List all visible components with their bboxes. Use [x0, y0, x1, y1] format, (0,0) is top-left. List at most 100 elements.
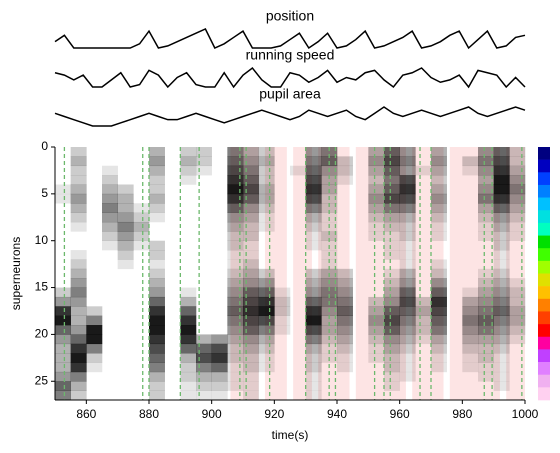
trace-line [54, 66, 526, 89]
heatmap-cell [509, 315, 526, 326]
heatmap-cell [196, 184, 212, 194]
heatmap-cell [290, 175, 306, 185]
heatmap-cell [493, 334, 510, 345]
heatmap-cell [243, 371, 259, 382]
heatmap-cell [290, 213, 306, 223]
heatmap-cell [493, 343, 510, 354]
heatmap-cell [337, 222, 353, 232]
heatmap-cell [478, 147, 494, 157]
heatmap-cell [133, 156, 149, 166]
heatmap-cell [478, 306, 494, 316]
heatmap-cell [462, 296, 479, 307]
heatmap-cell [368, 288, 384, 298]
heatmap-cell [211, 381, 228, 391]
heatmap-cell [149, 334, 165, 345]
heatmap-cell [305, 212, 322, 223]
heatmap-cell [493, 156, 510, 167]
heatmap-cell [55, 306, 71, 316]
heatmap-cell [337, 268, 353, 279]
heatmap-cell [462, 250, 478, 260]
heatmap-cell [196, 194, 212, 204]
heatmap-cell [149, 362, 165, 373]
heatmap-cell [478, 231, 494, 242]
colorbar-swatch [538, 248, 550, 262]
heatmap-cell [180, 231, 196, 241]
heatmap-cell [212, 241, 228, 251]
heatmap-cell [55, 334, 71, 345]
heatmap-cell [337, 391, 353, 401]
heatmap-cell [462, 231, 478, 241]
heatmap-cell [102, 165, 118, 176]
heatmap-cell [478, 315, 494, 326]
heatmap-cell [447, 297, 463, 307]
heatmap-cell [274, 287, 291, 298]
heatmap-cell [290, 288, 306, 298]
heatmap-cell [212, 194, 228, 204]
heatmap-cell [305, 193, 322, 204]
heatmap-cell [55, 343, 71, 354]
colorbar-swatch [538, 336, 550, 350]
heatmap-cell [305, 268, 322, 279]
heatmap-cell [55, 175, 71, 185]
heatmap-cell [399, 287, 416, 298]
heatmap-cell [180, 222, 196, 232]
heatmap-cell [133, 175, 149, 185]
heatmap-cell [243, 343, 259, 354]
heatmap-cell [509, 287, 526, 298]
heatmap-cell [227, 231, 244, 242]
colorbar-swatch [538, 374, 550, 388]
x-axis-label: time(s) [272, 428, 309, 442]
heatmap-cell [384, 287, 400, 298]
heatmap-cell [180, 296, 197, 307]
heatmap-cell [70, 268, 87, 279]
heatmap-cell [243, 390, 259, 401]
heatmap-cell [478, 221, 494, 232]
heatmap-cell [196, 297, 212, 307]
heatmap-cell [165, 147, 181, 157]
heatmap-cell [353, 156, 369, 166]
heatmap-cell [274, 381, 290, 391]
heatmap-cell [431, 334, 447, 345]
heatmap-cell [368, 325, 385, 335]
heatmap-cell [70, 175, 87, 185]
heatmap-cell [102, 259, 118, 269]
heatmap-cell [118, 334, 134, 344]
heatmap-cell [478, 175, 494, 185]
heatmap-cell [462, 147, 478, 157]
heatmap-cell [118, 381, 134, 391]
heatmap-cell [493, 287, 510, 298]
heatmap-cell [462, 165, 479, 176]
heatmap-cell [384, 231, 400, 242]
x-tick-label: 960 [390, 407, 410, 421]
heatmap-cell [274, 334, 290, 344]
heatmap-cell [353, 213, 369, 223]
heatmap-cell [493, 381, 510, 391]
heatmap-cell [415, 278, 431, 288]
heatmap-cell [431, 362, 447, 373]
heatmap-cell [353, 203, 369, 213]
heatmap-cell [227, 212, 244, 223]
heatmap-cell [415, 288, 431, 298]
heatmap-cell [305, 184, 322, 195]
heatmap-cell [305, 296, 322, 307]
heatmap-cell [384, 250, 400, 260]
heatmap-cell [149, 240, 165, 251]
heatmap-cell [431, 343, 447, 354]
heatmap-cell [227, 278, 244, 288]
heatmap-cell [509, 334, 526, 345]
heatmap-cell [102, 316, 118, 326]
heatmap-cell [353, 316, 369, 326]
heatmap-cell [86, 391, 102, 401]
heatmap-cell [384, 362, 400, 373]
heatmap-cell [165, 297, 181, 307]
heatmap-cell [353, 231, 369, 241]
colorbar-swatch [538, 349, 550, 363]
heatmap-cell [493, 315, 510, 326]
heatmap-cell [227, 250, 244, 260]
heatmap-cell [102, 278, 118, 288]
heatmap-cell [368, 372, 384, 382]
heatmap-cell [133, 325, 149, 335]
heatmap-cell [493, 240, 510, 251]
heatmap-cell [462, 269, 478, 279]
